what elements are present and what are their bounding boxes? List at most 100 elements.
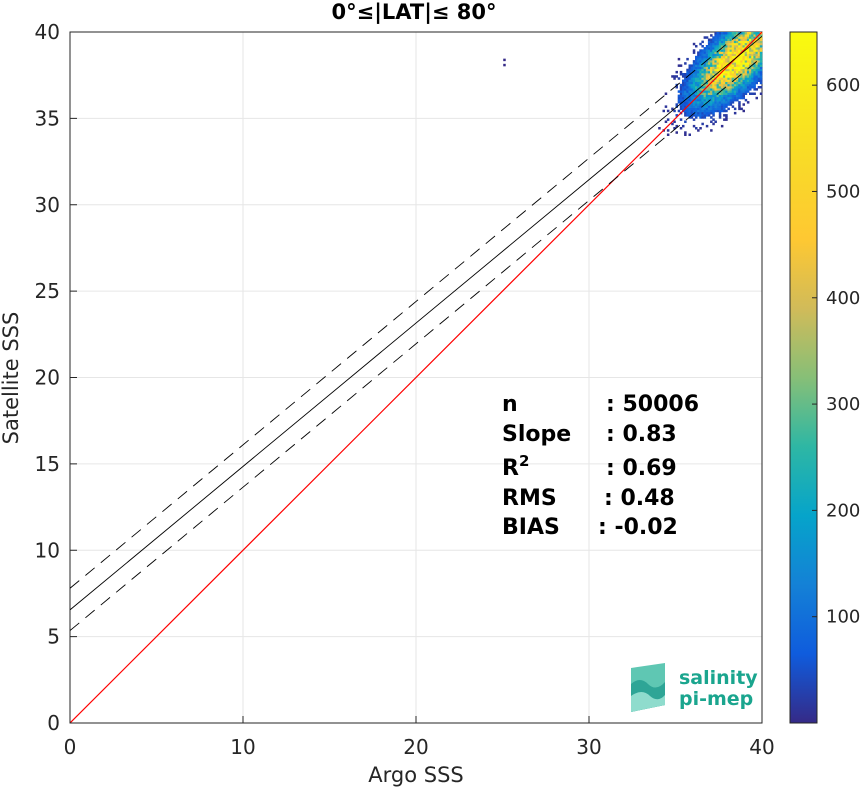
heatmap-cell <box>749 68 752 72</box>
heatmap-cell <box>707 60 711 63</box>
heatmap-cell <box>699 81 702 85</box>
heatmap-cell <box>720 105 724 108</box>
heatmap-cell <box>697 64 700 67</box>
heatmap-cell <box>740 79 743 82</box>
heatmap-cell <box>716 60 720 63</box>
heatmap-cell <box>707 68 711 72</box>
heatmap-cell <box>686 109 689 113</box>
heatmap-cell <box>725 49 728 52</box>
heatmap-cell <box>755 38 758 41</box>
heatmap-cell <box>749 53 752 57</box>
heatmap-cell <box>712 36 715 39</box>
heatmap-cell <box>714 49 717 52</box>
heatmap-cell <box>744 68 748 72</box>
heatmap-cell <box>742 103 745 106</box>
heatmap-cell <box>707 107 711 111</box>
heatmap-cell <box>738 51 741 54</box>
heatmap-cell <box>725 88 728 91</box>
heatmap-cell <box>738 55 741 59</box>
y-tick-label: 30 <box>35 193 60 217</box>
heatmap-cell <box>725 114 728 117</box>
heatmap-cell <box>727 79 730 82</box>
heatmap-cell <box>746 70 750 74</box>
heatmap-cell <box>746 38 750 41</box>
heatmap-cell <box>755 64 758 67</box>
heatmap-cell <box>716 70 720 74</box>
heatmap-cell <box>749 38 752 41</box>
heatmap-cell <box>723 53 726 57</box>
heatmap-cell <box>682 73 685 76</box>
heatmap-cell <box>755 62 758 65</box>
heatmap-cell <box>690 90 694 93</box>
heatmap-cell <box>690 83 694 87</box>
heatmap-cell <box>720 92 724 95</box>
heatmap-cell <box>753 83 756 87</box>
colorbar-tick-label: 300 <box>826 394 860 415</box>
heatmap-cell <box>712 47 715 50</box>
heatmap-cell <box>695 57 698 61</box>
heatmap-cell <box>701 60 704 63</box>
heatmap-cell <box>731 86 735 89</box>
heatmap-cell <box>740 38 743 41</box>
heatmap-cell <box>695 94 698 98</box>
heatmap-cell <box>733 92 737 95</box>
heatmap-cell <box>712 51 715 54</box>
heatmap-cell <box>705 68 709 72</box>
heatmap-cell <box>688 98 691 102</box>
heatmap-cell <box>727 40 730 44</box>
heatmap-cell <box>701 51 704 54</box>
heatmap-cell <box>744 40 748 44</box>
heatmap-cell <box>725 36 728 39</box>
heatmap-cell <box>714 88 717 91</box>
heatmap-cell <box>710 73 713 76</box>
heatmap-cell <box>727 73 730 76</box>
heatmap-cell <box>690 70 694 74</box>
heatmap-cell <box>710 101 713 104</box>
heatmap-cell <box>710 68 713 72</box>
heatmap-cell <box>742 51 745 54</box>
heatmap-cell <box>729 36 733 39</box>
heatmap-cell <box>718 83 722 87</box>
heatmap-cell <box>682 107 685 111</box>
heatmap-cell <box>751 62 754 65</box>
heatmap-cell <box>759 53 763 57</box>
heatmap-cell <box>686 114 689 117</box>
heatmap-cell <box>701 53 704 57</box>
heatmap-cell <box>755 73 758 76</box>
heatmap-cell <box>686 94 689 98</box>
heatmap-cell <box>684 77 687 80</box>
heatmap-cell <box>710 57 713 61</box>
heatmap-cell <box>714 94 717 98</box>
heatmap-cell <box>738 66 741 70</box>
heatmap-cell <box>733 45 737 48</box>
heatmap-cell <box>690 81 694 85</box>
heatmap-cell <box>727 47 730 50</box>
heatmap-cell <box>742 70 745 74</box>
heatmap-cell <box>742 38 745 41</box>
y-axis-label: Satellite SSS <box>0 312 23 445</box>
heatmap-cell <box>725 83 728 87</box>
heatmap-cell <box>699 107 702 111</box>
heatmap-cell <box>751 66 754 70</box>
heatmap-cell <box>695 98 698 102</box>
heatmap-cell <box>714 109 717 113</box>
heatmap-cell <box>749 64 752 67</box>
heatmap-cell <box>703 96 707 100</box>
heatmap-cell <box>757 38 761 41</box>
heatmap-cell <box>703 77 707 80</box>
heatmap-cell <box>751 79 754 82</box>
heatmap-cell <box>746 53 750 57</box>
heatmap-cell <box>742 77 745 80</box>
heatmap-cell <box>682 75 685 78</box>
heatmap-cell <box>699 73 702 76</box>
heatmap-cell <box>707 47 711 50</box>
heatmap-cell <box>720 103 724 106</box>
heatmap-cell <box>733 70 737 74</box>
heatmap-cell <box>751 49 754 52</box>
y-tick-label: 25 <box>35 279 60 303</box>
heatmap-cell <box>695 86 698 89</box>
heatmap-cell <box>688 133 691 136</box>
heatmap-cell <box>679 101 683 104</box>
heatmap-cell <box>701 70 704 74</box>
heatmap-cell <box>738 105 741 108</box>
